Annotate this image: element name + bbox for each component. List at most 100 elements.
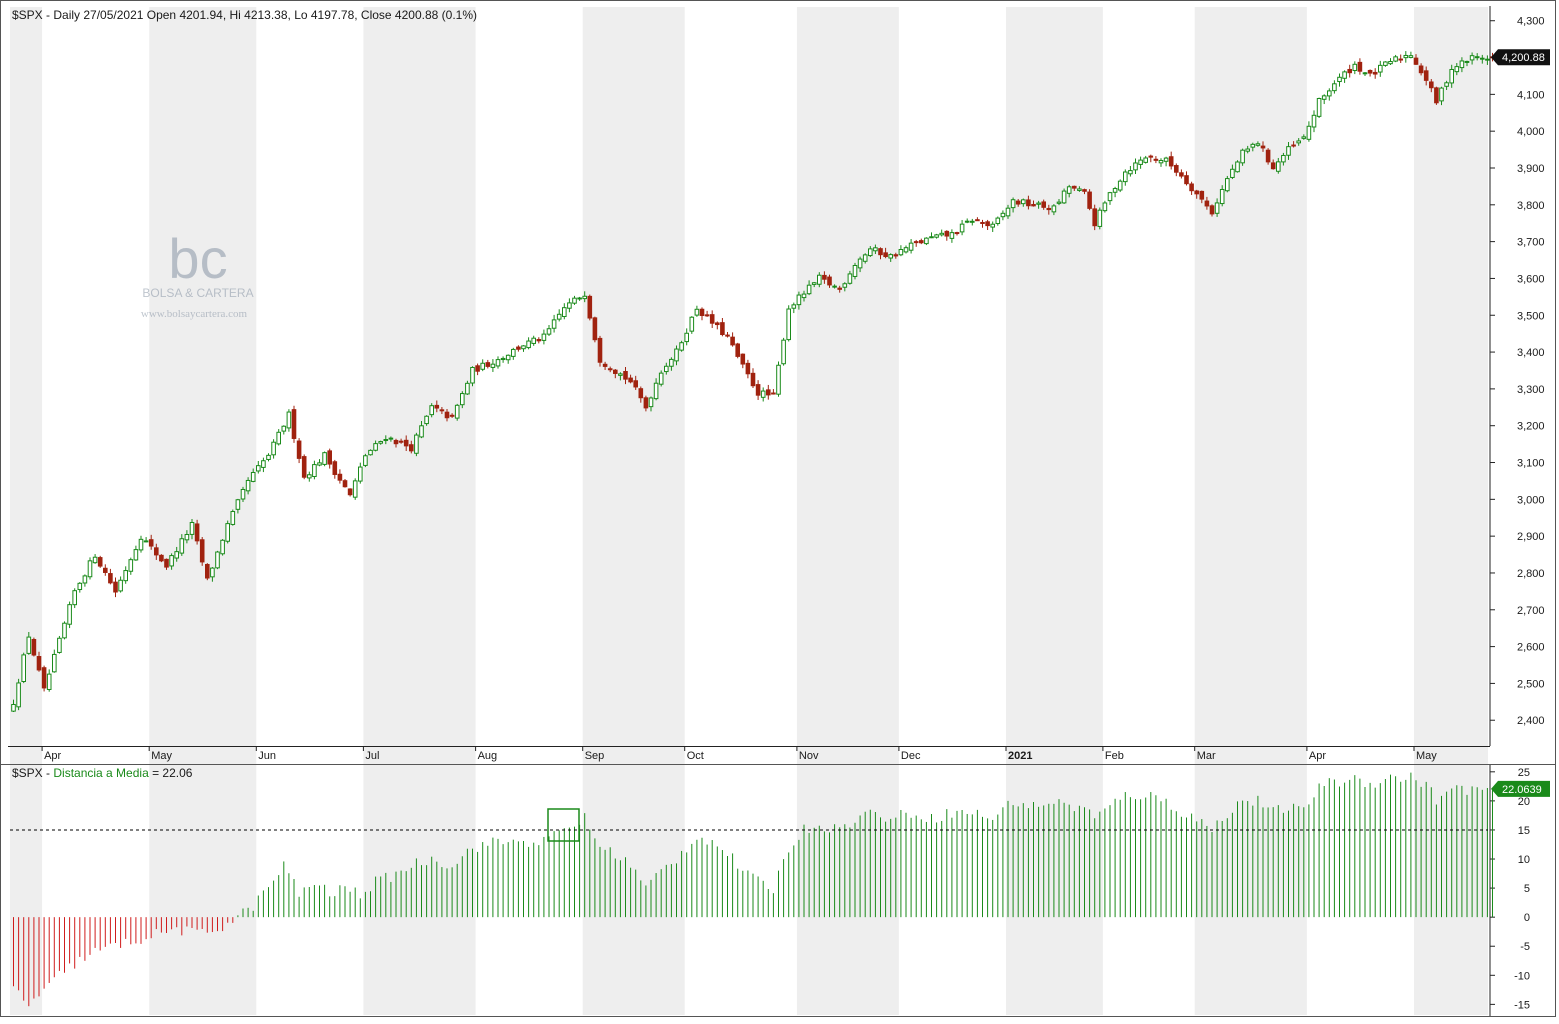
candle-body <box>832 285 837 288</box>
candle-body <box>118 579 123 592</box>
price-y-tick-label: 2,900 <box>1517 531 1545 543</box>
indicator-last-label: 22.0639 <box>1491 780 1550 797</box>
candle-body <box>1469 55 1475 61</box>
candle-body <box>551 319 557 329</box>
candle-body <box>128 559 134 572</box>
candle-body <box>964 220 970 223</box>
candle-body <box>1372 71 1378 75</box>
candle-body <box>225 523 230 542</box>
candle-body <box>689 316 695 332</box>
candle-body <box>643 397 649 409</box>
candle-body <box>62 622 67 639</box>
candle-body <box>465 382 470 395</box>
candle-body <box>852 264 858 277</box>
candle-body <box>1444 82 1449 87</box>
candle-body <box>327 450 332 465</box>
price-y-tick-label: 3,500 <box>1517 310 1545 322</box>
candle-body <box>342 480 348 488</box>
candle-body <box>888 254 894 259</box>
candle-body <box>1072 185 1077 189</box>
candle-body <box>531 337 537 344</box>
x-tick-label: Dec <box>901 750 921 762</box>
candle-body <box>1000 212 1006 218</box>
candle-body <box>1281 154 1286 163</box>
candle-body <box>1082 189 1087 192</box>
candle-body <box>378 441 383 444</box>
candle-body <box>1174 165 1179 173</box>
candle-body <box>1179 172 1184 177</box>
candle-body <box>490 363 496 368</box>
candle-body <box>511 348 516 357</box>
candle-body <box>898 248 904 256</box>
candle-body <box>414 434 419 454</box>
candle-body <box>205 563 210 579</box>
candle-body <box>41 667 47 689</box>
x-tick-label: Jun <box>258 750 276 762</box>
candle-body <box>1260 145 1266 149</box>
candle-body <box>439 409 445 412</box>
candle-body <box>393 439 399 445</box>
indicator-y-tick-label: 20 <box>1518 796 1530 808</box>
price-last-label: 4,200.88 <box>1491 49 1550 66</box>
candle-body <box>1270 162 1276 170</box>
candle-body <box>1413 57 1419 65</box>
candle-body <box>1449 68 1455 84</box>
candle-body <box>347 488 353 496</box>
candle-body <box>103 567 108 573</box>
candle-body <box>980 221 985 224</box>
price-y-tick-label: 3,900 <box>1517 163 1545 175</box>
candle-body <box>939 232 945 236</box>
candle-body <box>827 276 832 286</box>
candle-body <box>1031 203 1036 207</box>
candle-body <box>1158 159 1164 164</box>
candle-body <box>607 368 613 371</box>
candle-body <box>1128 170 1133 175</box>
candle-body <box>1005 207 1011 217</box>
candle-body <box>1153 158 1159 161</box>
candle-body <box>383 439 389 442</box>
candle-body <box>572 297 577 304</box>
candle-body <box>480 362 485 370</box>
candle-body <box>1046 207 1052 211</box>
candle-body <box>1398 58 1404 61</box>
candle-body <box>286 411 292 429</box>
indicator-tag-shape <box>1491 780 1550 797</box>
candle-body <box>1225 178 1230 192</box>
candle-body <box>169 555 174 567</box>
candle-body <box>1342 71 1347 79</box>
candle-body <box>970 220 975 223</box>
price-panel: 2,400 2,500 2,600 2,700 2,800 2,900 3,000 3,100… <box>8 6 1545 762</box>
candle-body <box>791 304 797 309</box>
candle-body <box>1265 149 1271 163</box>
candle-body <box>954 232 960 235</box>
indicator-tag-text: 22.0639 <box>1502 784 1542 796</box>
candle-body <box>266 454 271 460</box>
candle-body <box>862 254 868 262</box>
x-tick-label: Oct <box>687 750 704 762</box>
candle-body <box>847 273 853 284</box>
candle-body <box>1464 60 1470 63</box>
candle-body <box>1423 70 1429 81</box>
indicator-y-axis: -15 -10 -5 0 5 10 15 20 25 <box>1490 767 1530 1011</box>
candle-body <box>577 297 582 300</box>
candle-body <box>261 460 266 468</box>
candle-body <box>276 431 281 445</box>
candle-body <box>653 382 659 400</box>
candle-body <box>388 437 394 440</box>
indicator-prefix: $SPX - <box>12 766 53 780</box>
candle-body <box>16 682 21 708</box>
price-header: $SPX - Daily 27/05/2021 Open 4201.94, Hi… <box>12 8 477 22</box>
candle-body <box>1459 60 1465 69</box>
candle-body <box>740 353 746 365</box>
price-y-tick-label: 3,800 <box>1517 200 1545 212</box>
candle-body <box>97 557 103 567</box>
candle-body <box>46 673 52 690</box>
candle-body <box>567 302 572 309</box>
candle-body <box>123 570 129 582</box>
candle-body <box>720 322 725 336</box>
candle-body <box>475 365 480 372</box>
candle-body <box>67 604 72 625</box>
candle-body <box>1133 162 1138 171</box>
candle-body <box>470 366 475 384</box>
